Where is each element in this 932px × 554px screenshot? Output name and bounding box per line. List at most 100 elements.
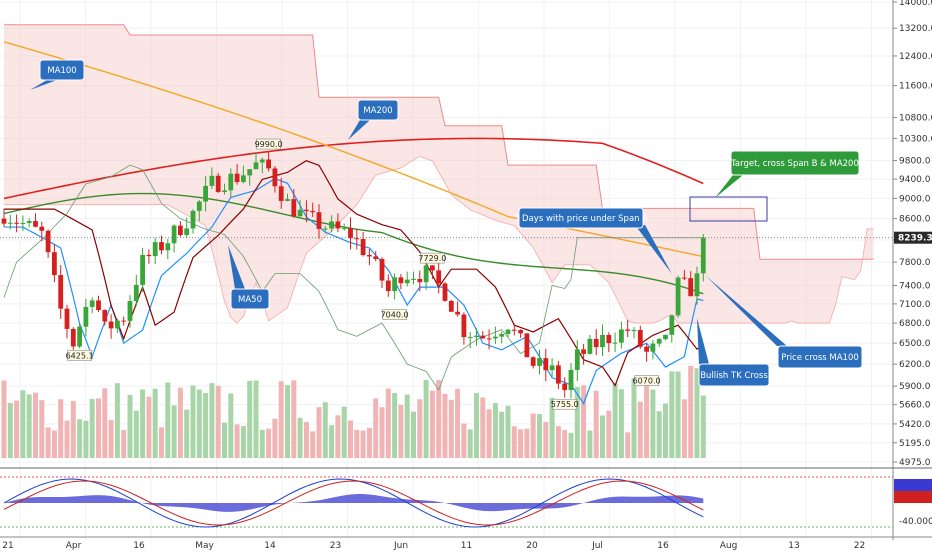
- candle: [133, 274, 139, 307]
- volume-bar: [51, 430, 57, 458]
- volume-bar: [108, 419, 114, 458]
- candle: [121, 316, 127, 326]
- candle: [511, 323, 517, 336]
- volume-bar: [121, 430, 127, 458]
- candle-body: [360, 238, 366, 256]
- candle: [64, 304, 70, 339]
- volume-bar: [524, 428, 530, 458]
- candle-body: [102, 309, 108, 322]
- volume-bar: [190, 385, 196, 458]
- candle: [108, 314, 114, 339]
- candle-body: [159, 242, 164, 251]
- candle-body: [146, 254, 152, 257]
- candle-body: [367, 255, 372, 257]
- candle: [694, 266, 700, 305]
- chikou-line: [3, 164, 704, 391]
- candle-body: [518, 330, 523, 334]
- candle-body: [77, 326, 82, 347]
- candle-body: [700, 237, 706, 274]
- volume-bar: [58, 399, 64, 458]
- price-axis: 14000.0 13200.0 12400.0 11600.0 10800.0 10300…: [0, 0, 932, 540]
- candle: [593, 329, 599, 356]
- callout-pointer: [30, 80, 57, 90]
- volume-bar: [209, 383, 215, 458]
- candle-body: [222, 190, 227, 192]
- candle: [159, 235, 164, 255]
- candle: [102, 309, 108, 326]
- date-tick-label: Apr: [66, 541, 82, 550]
- volume-bar: [549, 397, 555, 458]
- candle: [455, 301, 460, 317]
- candle-body: [543, 358, 549, 371]
- callout-pointer: [715, 175, 743, 198]
- candle-body: [190, 210, 196, 229]
- candle-body: [581, 349, 586, 354]
- volume-bar: [423, 379, 429, 458]
- callout-ma200: MA200: [348, 99, 399, 140]
- candle-body: [467, 337, 473, 339]
- candle-body: [436, 270, 442, 284]
- candle-body: [64, 308, 70, 329]
- candle: [417, 270, 423, 292]
- volume-bar: [663, 403, 668, 458]
- price-tick-label: 10800.0: [899, 113, 932, 123]
- callout-ma100: MA100: [30, 59, 85, 90]
- volume-bar: [196, 389, 202, 458]
- callout-text: MA100: [47, 66, 76, 76]
- candle-body: [1, 218, 7, 224]
- candle: [89, 297, 95, 314]
- volume-bar: [499, 411, 505, 458]
- volume-bar: [354, 429, 360, 458]
- volume-bar: [310, 431, 316, 458]
- volume-bar: [133, 410, 139, 458]
- price-tick-label: 6200.0: [899, 360, 931, 370]
- candle-body: [278, 186, 284, 201]
- volume-bar: [631, 378, 637, 458]
- candle-body: [152, 242, 158, 257]
- candle: [77, 323, 82, 349]
- volume-bar: [385, 388, 391, 458]
- volume-bar: [64, 420, 70, 458]
- candle-body: [215, 175, 221, 192]
- volume-bar: [165, 382, 171, 458]
- candle-body: [612, 342, 618, 344]
- candle: [518, 329, 523, 338]
- volume-bar: [240, 426, 246, 458]
- price-tick-label: 9400.0: [899, 175, 931, 185]
- candle: [316, 204, 322, 239]
- candle-body: [423, 265, 429, 283]
- candle-body: [196, 201, 202, 211]
- candle-body: [486, 338, 492, 340]
- last-price-label: 8239.3: [898, 234, 932, 244]
- candle-body: [335, 221, 341, 229]
- candle: [625, 319, 631, 338]
- volume-bar: [146, 396, 152, 458]
- candle-body: [228, 173, 234, 191]
- date-tick-label: 20: [526, 541, 538, 550]
- price-tick-label: 12400.0: [899, 52, 932, 62]
- volume-bar: [253, 380, 259, 458]
- volume-bar: [480, 397, 486, 458]
- volume-bar: [644, 377, 650, 458]
- candle-body: [430, 265, 435, 271]
- candle-body: [568, 369, 574, 391]
- callout-box: [39, 59, 85, 81]
- candle: [688, 271, 694, 297]
- volume-bar: [7, 402, 13, 458]
- volume-bar: [33, 392, 38, 458]
- volume-bar: [681, 399, 687, 458]
- candle: [385, 274, 391, 297]
- osc-value-box: [894, 479, 932, 491]
- candle: [247, 169, 253, 186]
- volume-bar: [411, 411, 416, 458]
- volume-bar: [606, 410, 612, 458]
- volume-bar: [247, 380, 253, 458]
- candle: [234, 164, 240, 185]
- price-tick-label: 7400.0: [899, 281, 931, 291]
- volume-bar: [366, 427, 372, 458]
- volume-bar: [537, 414, 542, 458]
- date-tick-label: 13: [788, 541, 799, 550]
- ma50-line: [3, 192, 704, 295]
- candle: [272, 166, 278, 193]
